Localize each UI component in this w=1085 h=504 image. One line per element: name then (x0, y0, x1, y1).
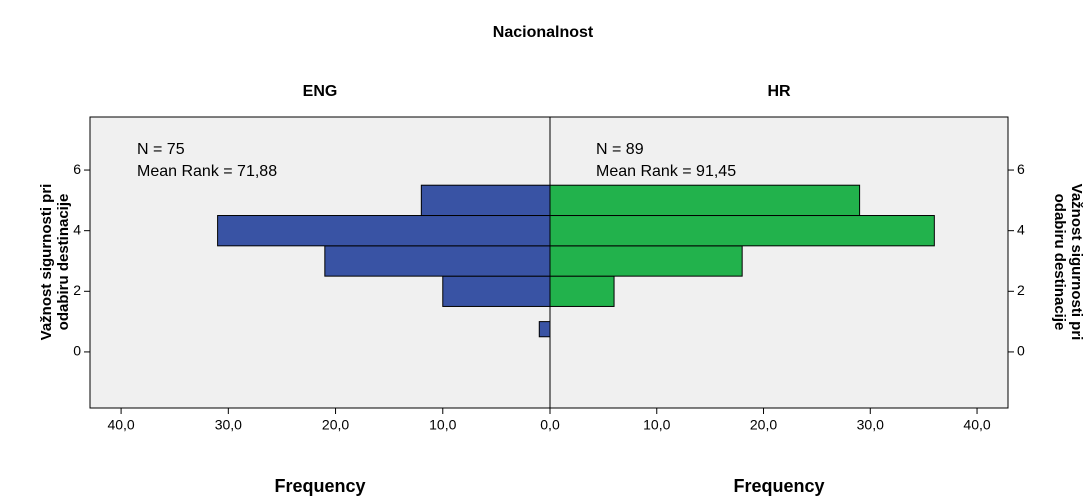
y-tick-label: 6 (1017, 161, 1025, 177)
panel-label: ENG (303, 83, 338, 100)
x-tick-label: 20,0 (750, 417, 777, 433)
y-axis-label: odabiru destinacije (1051, 194, 1068, 331)
y-tick-label: 4 (1017, 221, 1025, 237)
annotation: Mean Rank = 71,88 (137, 163, 277, 180)
bar (420, 184, 551, 217)
x-tick-label: 40,0 (963, 417, 990, 433)
annotation: N = 75 (137, 141, 185, 158)
x-tick-label: 20,0 (322, 417, 349, 433)
chart-title: Nacionalnost (493, 24, 594, 41)
x-tick-label: 10,0 (429, 417, 456, 433)
y-tick-label: 2 (73, 282, 81, 298)
x-tick-label: 40,0 (107, 417, 134, 433)
bar (549, 245, 743, 277)
x-axis-label: Frequency (274, 476, 365, 496)
x-tick-label: 30,0 (215, 417, 242, 433)
y-tick-label: 0 (1017, 343, 1025, 359)
bar (549, 275, 615, 307)
bar (549, 215, 935, 247)
y-tick-label: 6 (73, 161, 81, 177)
bar (549, 184, 861, 217)
y-axis-label: odabiru destinacije (55, 194, 72, 331)
y-tick-label: 2 (1017, 282, 1025, 298)
annotation: N = 89 (596, 141, 644, 158)
x-tick-label: 30,0 (857, 417, 884, 433)
y-tick-label: 0 (73, 343, 81, 359)
bar (217, 215, 551, 247)
bar (442, 275, 551, 307)
annotation: Mean Rank = 91,45 (596, 163, 736, 180)
bar (324, 245, 551, 277)
panel-label: HR (767, 83, 791, 100)
y-tick-label: 4 (73, 221, 81, 237)
x-axis-label: Frequency (733, 476, 824, 496)
y-axis-label: Važnost sigurnosti pri (1068, 184, 1085, 341)
y-axis-label: Važnost sigurnosti pri (38, 184, 55, 341)
x-tick-label: 10,0 (643, 417, 670, 433)
bar (538, 321, 551, 338)
x-tick-label: 0,0 (540, 417, 560, 433)
